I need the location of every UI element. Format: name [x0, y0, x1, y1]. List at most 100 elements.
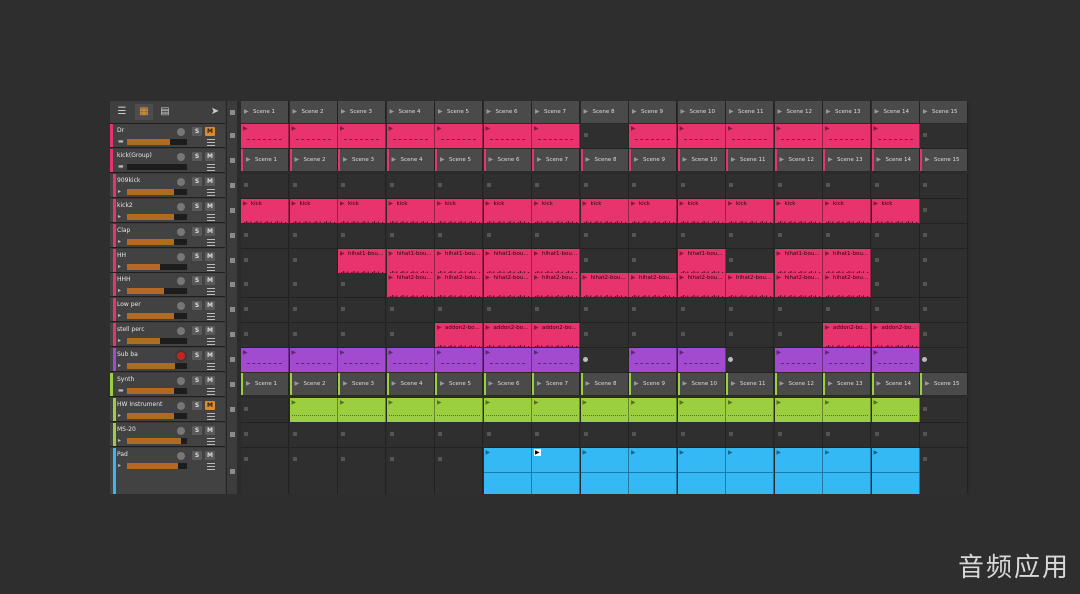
record-arm-button[interactable] [177, 327, 185, 336]
clip-slot-filled[interactable]: ▶ [774, 348, 823, 373]
clip-slot-filled[interactable]: ▶ [580, 397, 629, 422]
clip-slot-empty[interactable] [871, 223, 920, 249]
clip-slot-filled[interactable]: ▶ addon2-bo... [532, 323, 580, 348]
scene-launch-button[interactable]: ▶ Scene 6 [483, 148, 532, 171]
clip-slot-empty[interactable] [483, 422, 532, 448]
clip-slot-filled[interactable]: ▶ [726, 447, 774, 494]
track-menu-icon[interactable] [207, 462, 215, 470]
clip-slot-filled[interactable]: ▶ [677, 447, 726, 494]
clip-slot-filled[interactable]: ▶ addon2-bo... [483, 323, 532, 348]
clip-slot-filled[interactable]: ▶ [871, 348, 920, 373]
mute-button[interactable]: M [205, 276, 215, 286]
volume-fader[interactable] [127, 238, 187, 245]
clip-slot-filled[interactable]: ▶ [241, 348, 289, 373]
clip-slot-filled[interactable]: ▶ kick [774, 198, 823, 223]
pointer-icon[interactable]: ➤ [210, 106, 220, 117]
track-name[interactable]: Clap [117, 226, 131, 234]
clip-slot-empty[interactable] [241, 422, 289, 448]
record-arm-button[interactable] [177, 202, 185, 211]
clip-slot-empty[interactable] [920, 397, 968, 423]
clip-slot-empty[interactable] [677, 298, 726, 324]
clip-slot-filled[interactable]: ▶ [823, 397, 871, 422]
clip-slot-filled[interactable]: ▶ hihat2-bou... [629, 273, 677, 298]
clip-slot-empty[interactable] [241, 273, 289, 299]
stop-all-button[interactable] [230, 110, 235, 115]
clip-slot-filled[interactable]: ▶ [677, 397, 726, 422]
clip-slot-filled[interactable]: ▶ [338, 124, 386, 148]
clip-slot-filled[interactable]: ▶ addon2-bo... [435, 323, 483, 348]
clip-slot-empty[interactable] [289, 298, 338, 324]
scene-launch-button[interactable]: ▶ Scene 8 [580, 148, 629, 171]
clip-slot-filled[interactable]: ▶ kick [823, 198, 871, 223]
clip-slot-filled[interactable]: ▶ kick [629, 198, 677, 223]
track-menu-icon[interactable] [207, 238, 215, 246]
clip-slot-filled[interactable]: ▶ hihat2-bou... [774, 273, 823, 298]
mute-button[interactable]: M [205, 127, 215, 136]
track-header[interactable]: HH S M ▸ [110, 248, 225, 273]
clip-slot-empty[interactable] [629, 173, 677, 199]
mute-button[interactable]: M [205, 301, 215, 311]
clip-slot-filled[interactable]: ▶ [726, 124, 774, 148]
clip-slot-empty[interactable] [823, 422, 871, 448]
mute-button[interactable]: M [205, 400, 215, 410]
clip-slot-empty[interactable] [386, 173, 435, 199]
track-header[interactable]: Clap S M ▸ [110, 223, 225, 248]
scene-launch-button[interactable]: ▶ Scene 3 [338, 148, 386, 171]
clip-slot-empty[interactable] [871, 248, 920, 274]
clip-slot-empty[interactable] [386, 323, 435, 349]
volume-fader[interactable] [127, 263, 187, 270]
clip-slot-filled[interactable]: ▶ kick [241, 198, 289, 223]
scene-launch-button[interactable]: ▶ Scene 12 [774, 101, 823, 123]
clip-slot-filled[interactable]: ▶ hihat2-bou... [823, 273, 871, 298]
solo-button[interactable]: S [192, 176, 202, 186]
clip-slot-filled[interactable]: ▶ kick [532, 198, 580, 223]
scene-launch-button[interactable]: ▶ Scene 6 [483, 373, 532, 395]
volume-fader[interactable] [127, 462, 187, 469]
track-menu-icon[interactable] [207, 188, 215, 196]
clip-slot-empty[interactable] [871, 298, 920, 324]
clip-slot-empty[interactable] [774, 223, 823, 249]
clip-slot-filled[interactable]: ▶ [774, 397, 823, 422]
scene-launch-button[interactable]: ▶ Scene 10 [677, 373, 726, 395]
scene-launch-button[interactable]: ▶ Scene 1 [241, 148, 289, 171]
track-name[interactable]: Pad [117, 450, 128, 458]
stop-clip-button[interactable] [230, 332, 235, 338]
volume-fader[interactable] [127, 412, 187, 419]
stop-clip-button[interactable] [230, 382, 235, 387]
clip-slot-empty[interactable] [338, 323, 386, 349]
track-name[interactable]: HH [117, 251, 127, 259]
clip-slot-empty[interactable] [871, 273, 920, 299]
clip-slot-empty[interactable] [774, 422, 823, 448]
scene-launch-button[interactable]: ▶ Scene 15 [920, 373, 968, 395]
clip-slot-empty[interactable] [289, 323, 338, 349]
clip-slot-filled[interactable]: ▶ [483, 447, 532, 494]
track-menu-icon[interactable] [207, 363, 215, 371]
solo-button[interactable]: S [192, 425, 202, 435]
clip-slot-filled[interactable]: ▶ hihat2-bou... [580, 273, 629, 298]
track-menu-icon[interactable] [207, 412, 215, 420]
clip-slot-filled[interactable]: ▶ [774, 124, 823, 148]
clip-slot-empty[interactable] [386, 422, 435, 448]
volume-fader[interactable] [127, 363, 187, 370]
scene-launch-button[interactable]: ▶ Scene 4 [386, 101, 435, 123]
clip-slot-filled[interactable]: ▶ hihat1-bou... [435, 248, 483, 273]
clip-slot-empty[interactable] [483, 173, 532, 199]
clip-slot-empty[interactable] [241, 298, 289, 324]
clip-slot-filled[interactable]: ▶ hihat1-bou... [532, 248, 580, 273]
clip-slot-filled[interactable]: ▶ kick [726, 198, 774, 223]
clip-slot-empty[interactable] [338, 273, 386, 299]
clip-slot-filled[interactable]: ▶ [726, 397, 774, 422]
scene-launch-button[interactable]: ▶ Scene 3 [338, 101, 386, 123]
clip-slot-filled[interactable]: ▶ kick [386, 198, 435, 223]
list-filter-icon[interactable]: ☰ [117, 106, 127, 117]
mute-button[interactable]: M [205, 151, 215, 161]
clip-slot-empty[interactable] [483, 298, 532, 324]
solo-button[interactable]: S [192, 450, 202, 460]
clip-slot-filled[interactable]: ▶ [386, 124, 435, 148]
clip-slot-filled[interactable]: ▶ [871, 124, 920, 148]
scene-launch-button[interactable]: ▶ Scene 10 [677, 101, 726, 123]
track-header[interactable]: Low per S M ▸ [110, 298, 225, 323]
clip-slot-empty[interactable] [289, 273, 338, 299]
scene-launch-button[interactable]: ▶ Scene 6 [483, 101, 532, 123]
clip-slot-empty[interactable] [338, 223, 386, 249]
